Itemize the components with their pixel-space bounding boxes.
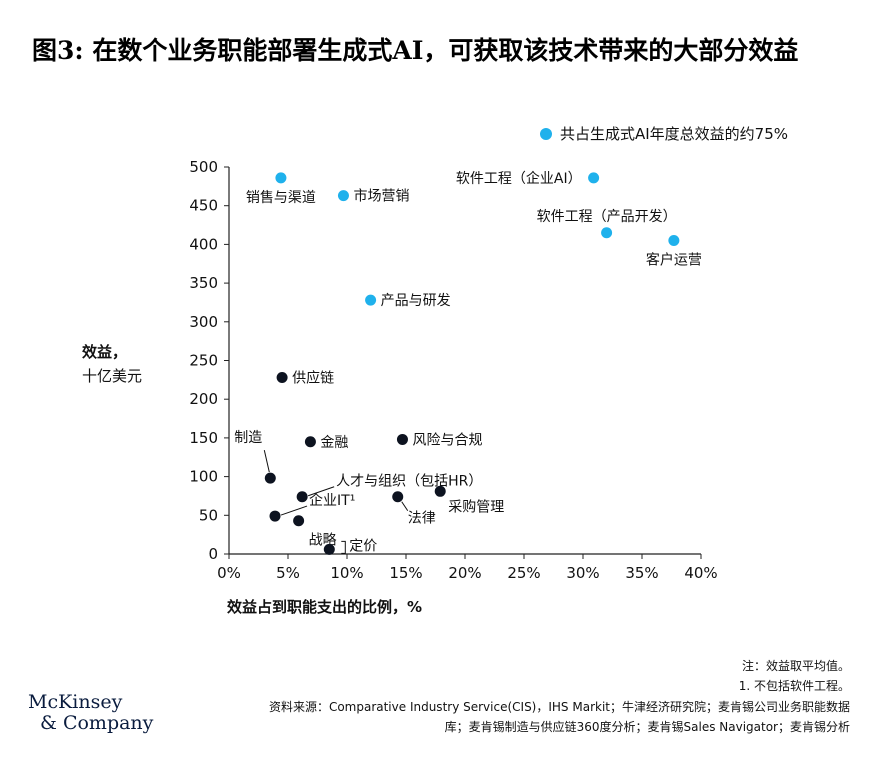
highlight-point: [365, 294, 377, 306]
highlight-point: [668, 235, 680, 247]
y-tick-label: 0: [208, 545, 218, 563]
point-label: 客户运营: [646, 252, 702, 269]
x-tick-label: 20%: [448, 564, 481, 582]
point-label: 制造: [234, 430, 262, 446]
sources: 资料来源：Comparative Industry Service(CIS)，I…: [268, 700, 850, 734]
y-tick-label: 500: [189, 158, 218, 176]
x-tick-label: 5%: [276, 564, 300, 582]
point-label: 供应链: [292, 370, 334, 387]
highlight-point: [601, 227, 613, 239]
point-label: 软件工程（产品开发）: [537, 209, 677, 225]
y-tick-label: 50: [199, 506, 218, 524]
data-point: [276, 372, 288, 384]
logo-line-1: McKinsey: [28, 691, 123, 713]
x-tick-label: 30%: [566, 564, 599, 582]
mckinsey-logo: McKinsey & Company: [28, 692, 153, 734]
y-tick-label: 400: [189, 235, 218, 253]
y-axis-label-unit: 十亿美元: [82, 367, 143, 385]
y-tick-label: 100: [189, 468, 218, 486]
legend-label: 共占生成式AI年度总效益的约75%: [560, 125, 789, 143]
data-point: [304, 436, 316, 448]
x-tick-label: 40%: [684, 564, 717, 582]
data-point: [296, 491, 308, 503]
point-label: 定价: [349, 538, 377, 554]
data-point: [434, 485, 446, 497]
x-tick-label: 35%: [625, 564, 658, 582]
y-tick-label: 150: [189, 429, 218, 447]
note-line-2: 1. 不包括软件工程。: [738, 679, 850, 693]
label-leader-line: [263, 450, 270, 473]
x-axis-label: 效益占到职能支出的比例，%: [227, 598, 423, 616]
point-label: 法律: [408, 511, 436, 527]
data-point: [293, 515, 305, 527]
point-label: 软件工程（企业AI）: [456, 170, 582, 187]
chart-title: 图3: 在数个业务职能部署生成式AI，可获取该技术带来的大部分效益: [32, 36, 799, 65]
x-tick-label: 0%: [217, 564, 241, 582]
x-tick-label: 25%: [507, 564, 540, 582]
note-line-1: 注：效益取平均值。: [741, 659, 850, 673]
data-point: [323, 543, 335, 555]
y-tick-label: 350: [189, 274, 218, 292]
point-label: 采购管理: [448, 499, 504, 515]
highlight-point: [275, 172, 287, 184]
y-axis-label-bold: 效益，: [82, 343, 128, 361]
point-label: 企业IT¹: [309, 492, 355, 509]
y-tick-label: 200: [189, 390, 218, 408]
highlight-point: [588, 172, 600, 184]
point-label: 风险与合规: [412, 432, 482, 448]
x-tick-label: 15%: [389, 564, 422, 582]
x-tick-label: 10%: [330, 564, 363, 582]
notes: 注：效益取平均值。 1. 不包括软件工程。: [739, 656, 850, 696]
point-label: 产品与研发: [381, 293, 451, 309]
label-leader-line: [401, 501, 409, 512]
point-label: 金融: [320, 435, 348, 451]
y-axis-label: 效益， 十亿美元: [82, 340, 142, 388]
highlight-point: [337, 190, 349, 202]
y-tick-label: 450: [189, 197, 218, 215]
legend: 共占生成式AI年度总效益的约75%: [540, 123, 788, 144]
y-tick-label: 300: [189, 313, 218, 331]
data-point: [392, 491, 404, 503]
y-tick-label: 250: [189, 352, 218, 370]
point-label: 人才与组织（包括HR）: [336, 474, 482, 490]
logo-line-2: & Company: [40, 712, 154, 734]
point-label: 销售与渠道: [246, 190, 316, 206]
label-leader-line: [280, 505, 308, 516]
label-leader-line: [307, 486, 335, 497]
data-point: [264, 472, 276, 484]
label-bracket: [341, 540, 346, 554]
data-point: [396, 433, 408, 445]
point-label: 市场营销: [353, 188, 409, 205]
legend-marker: [540, 128, 552, 140]
data-point: [269, 510, 281, 522]
